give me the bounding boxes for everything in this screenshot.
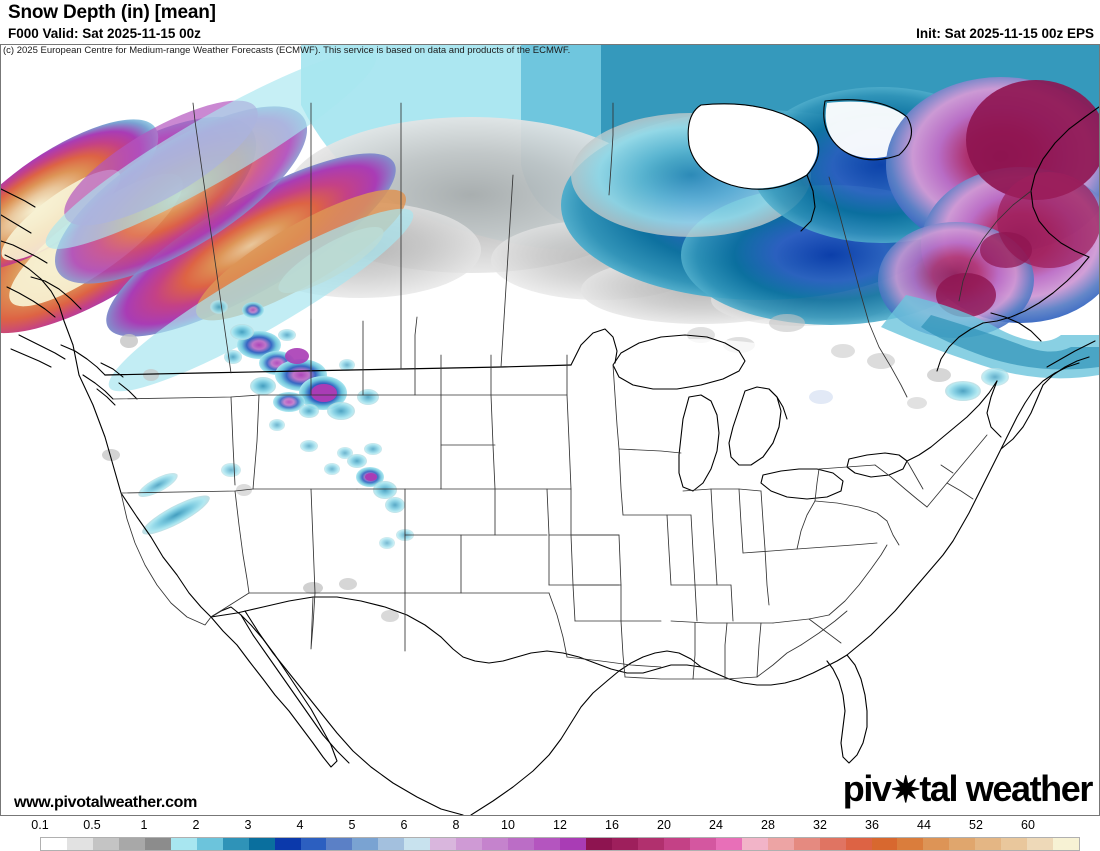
colorbar-tick-label: 0.1 [31, 818, 49, 832]
colorbar-swatch [845, 838, 872, 850]
page-title: Snow Depth (in) [mean] [8, 2, 216, 23]
colorbar-swatch [949, 838, 976, 850]
colorbar-swatch [456, 838, 483, 850]
logo-text-pre: piv [842, 768, 892, 809]
colorbar-tick-label: 12 [553, 818, 567, 832]
colorbar-swatch [1027, 838, 1054, 850]
colorbar-swatch [508, 838, 535, 850]
colorbar-tick-label: 36 [865, 818, 879, 832]
colorbar-tick-label: 3 [244, 818, 252, 832]
colorbar-swatch [66, 838, 93, 850]
colorbar-swatch [92, 838, 119, 850]
snow-depth-map[interactable] [0, 44, 1100, 816]
colorbar-tick-label: 1 [140, 818, 148, 832]
map-canvas [1, 45, 1099, 815]
colorbar-tick-label: 2 [192, 818, 200, 832]
colorbar-swatch [560, 838, 587, 850]
colorbar-swatch [923, 838, 950, 850]
colorbar-swatch [222, 838, 249, 850]
colorbar-swatch [586, 838, 612, 850]
colorbar-swatch [274, 838, 301, 850]
star-icon: ✷ [890, 769, 921, 810]
colorbar-swatch [715, 838, 742, 850]
colorbar-swatches [40, 837, 1080, 851]
colorbar-swatch [248, 838, 275, 850]
colorbar-tick-label: 10 [501, 818, 515, 832]
colorbar-legend: 0.1 0.5 1 2 3 4 5 6 8 10 12 16 20 24 28 32 36 44 52 60 [0, 818, 1100, 851]
colorbar-tick-label: 4 [296, 818, 304, 832]
colorbar-swatch [819, 838, 846, 850]
map-header: Snow Depth (in) [mean] F000 Valid: Sat 2… [0, 0, 1100, 44]
colorbar-swatch [637, 838, 664, 850]
colorbar-swatch [663, 838, 690, 850]
colorbar-tick-label: 16 [605, 818, 619, 832]
colorbar-tick-label: 24 [709, 818, 723, 832]
pivotal-weather-logo: piv✷tal weather [842, 768, 1094, 810]
colorbar-tick-label: 52 [969, 818, 983, 832]
colorbar-tick-label: 44 [917, 818, 931, 832]
colorbar-tick-label: 5 [348, 818, 356, 832]
colorbar-swatch [196, 838, 223, 850]
colorbar-swatch [430, 838, 457, 850]
colorbar-tick-labels: 0.1 0.5 1 2 3 4 5 6 8 10 12 16 20 24 28 32 36 44 52 60 [0, 818, 1100, 835]
colorbar-swatch [534, 838, 561, 850]
site-url-label: www.pivotalweather.com [14, 794, 198, 811]
init-time-label: Init: Sat 2025-11-15 00z EPS [916, 26, 1094, 41]
map-borders [1, 99, 1099, 815]
colorbar-swatch [611, 838, 638, 850]
colorbar-swatch [118, 838, 145, 850]
colorbar-tick-label: 60 [1021, 818, 1035, 832]
colorbar-swatch [170, 838, 197, 850]
colorbar-swatch [404, 838, 431, 850]
colorbar-swatch [975, 838, 1002, 850]
snow-depth-field [1, 45, 1099, 815]
colorbar-swatch [482, 838, 509, 850]
colorbar-tick-label: 32 [813, 818, 827, 832]
colorbar-swatch [793, 838, 820, 850]
colorbar-swatch [1053, 838, 1080, 850]
colorbar-swatch [767, 838, 794, 850]
colorbar-tick-label: 8 [452, 818, 460, 832]
colorbar-swatch [378, 838, 405, 850]
colorbar-swatch [1001, 838, 1028, 850]
ecmwf-attribution: (c) 2025 European Centre for Medium-rang… [3, 45, 571, 56]
colorbar-swatch [41, 838, 67, 850]
valid-time-label: F000 Valid: Sat 2025-11-15 00z [8, 26, 201, 41]
colorbar-swatch [741, 838, 768, 850]
logo-text-post: tal weather [919, 768, 1093, 809]
colorbar-swatch [300, 838, 327, 850]
colorbar-tick-label: 28 [761, 818, 775, 832]
colorbar-swatch [352, 838, 379, 850]
colorbar-swatch [897, 838, 924, 850]
colorbar-tick-label: 0.5 [83, 818, 101, 832]
colorbar-swatch [871, 838, 898, 850]
colorbar-swatch [689, 838, 716, 850]
colorbar-swatch [144, 838, 171, 850]
colorbar-tick-label: 6 [400, 818, 408, 832]
colorbar-swatch [326, 838, 353, 850]
colorbar-tick-label: 20 [657, 818, 671, 832]
